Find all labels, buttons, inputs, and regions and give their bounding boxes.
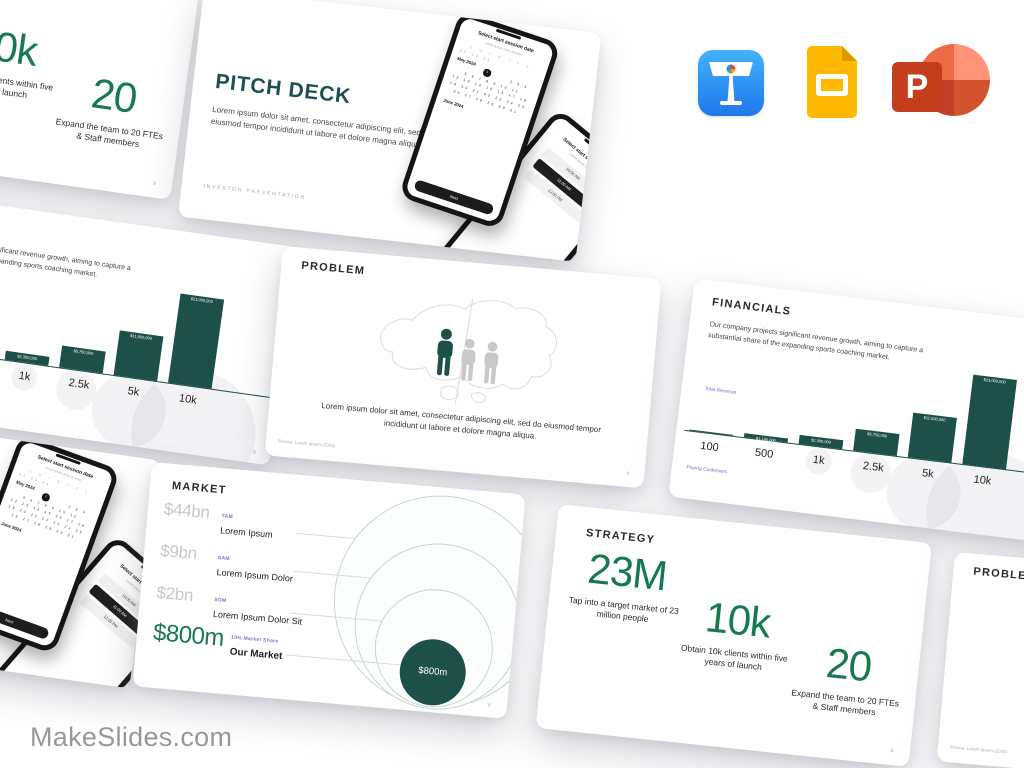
connector-line (296, 532, 355, 539)
stat-caption: Expand the team to 20 FTEs & Staff membe… (790, 687, 900, 718)
person-icon (483, 341, 499, 385)
keynote-pie-shape (725, 62, 737, 75)
keynote-icon[interactable] (698, 50, 764, 116)
market-tag: SAM (217, 555, 231, 563)
bar-value-label: $1,150,000 (755, 435, 777, 443)
market-row-tam: $44bn TAM Lorem Ipsum (162, 499, 275, 539)
market-label: Lorem Ipsum (219, 524, 274, 540)
bar-5k: $11,500,000 (907, 412, 957, 463)
slide-strategy: STRATEGY 23M Tap into a target market of… (535, 504, 932, 767)
bar-10k: $23,000,000 (962, 374, 1017, 470)
source-note: Source: Lorem Ipsum (2024) (949, 744, 1008, 755)
keynote-base-shape (720, 100, 742, 105)
market-value: $9bn (159, 541, 198, 564)
x-axis-label: Paying Customers (686, 464, 728, 476)
market-tag: 10% Market Share (230, 634, 279, 645)
slide-problem: PROBLEM Lorem ipsum dolor sit amet, cons… (264, 246, 662, 489)
category-label: 100 (699, 439, 720, 455)
market-value: $2bn (155, 582, 194, 606)
bar-5k: $11,500,000 (113, 330, 164, 382)
slide-title: MARKET (171, 479, 228, 497)
bar-100: $230,000 (689, 428, 734, 439)
person-icon (461, 338, 476, 382)
powerpoint-icon[interactable]: P (892, 42, 990, 122)
market-row-som: $2bn SOM Lorem Ipsum Dolor Sit (155, 583, 305, 626)
slide-title: PROBLEM (972, 565, 1024, 584)
bar-value-label: $5,750,000 (867, 430, 888, 439)
page-number: 8 (152, 180, 157, 186)
page-number: 8 (890, 748, 894, 754)
next-button: Next (0, 601, 50, 641)
slide-title: FINANCIALS (711, 296, 792, 318)
category-label: 500 (754, 446, 774, 461)
bar-value-label: $5,750,000 (73, 347, 94, 356)
slide-problem-partial: PROBLEM Source: Lorem Ipsum (2024) (936, 552, 1024, 768)
stat-team: 20 Expand the team to 20 FTEs & Staff me… (769, 636, 926, 723)
google-slides-fold-shape (842, 46, 857, 61)
slide-title: STRATEGY (585, 527, 656, 547)
next-button: Next (413, 179, 495, 216)
market-tag: TAM (221, 513, 234, 521)
google-slides-frame-shape (816, 73, 848, 96)
market-tag: SOM (213, 596, 227, 605)
page-number: 4 (487, 702, 491, 708)
slide-strategy-partial: STRATEGY 23M Tap into a target market of… (0, 0, 202, 201)
category-label: 1k (812, 453, 826, 468)
market-row-our-market: $800m 10% Market Share Our Market (152, 619, 285, 662)
slide-cover: PITCH DECK Lorem ipsum dolor sit amet, c… (177, 0, 602, 262)
source-note: Source: Lorem Ipsum (2024) (277, 438, 336, 449)
market-label: Our Market (229, 646, 283, 662)
slide-financials: FINANCIALS Our company projects signific… (668, 278, 1024, 546)
page-number: 6 (252, 449, 257, 455)
bar-value-label: $23,000,000 (983, 376, 1007, 385)
market-value: $44bn (163, 499, 211, 523)
market-value: $800m (151, 618, 225, 652)
market-row-sam: $9bn SAM Lorem Ipsum Dolor (158, 541, 295, 583)
bar-value-label: $11,500,000 (129, 332, 153, 341)
bar-value-label: $2,300,000 (16, 353, 38, 362)
google-slides-icon[interactable] (807, 46, 857, 118)
slide-financials-partial: FINANCIALS Our company projects signific… (0, 192, 301, 466)
revenue-bar-chart: $230,000 $1,150,000 $2,300,000 $5,750,00… (684, 341, 1024, 478)
slide-title: PROBLEM (300, 259, 366, 278)
powerpoint-letter: P (892, 62, 942, 112)
bar-value-label: $23,000,000 (190, 295, 214, 305)
bar-value-label: $11,500,000 (923, 414, 946, 423)
bar-10k: $23,000,000 (168, 293, 225, 389)
cover-title: PITCH DECK (214, 69, 353, 109)
slide-market: MARKET $44bn TAM Lorem Ipsum $9bn SAM Lo… (132, 462, 526, 719)
keynote-stem-shape (727, 76, 735, 102)
person-icon-highlight (436, 328, 453, 376)
site-watermark: MakeSlides.com (30, 722, 233, 752)
page-number: 3 (626, 470, 630, 477)
stat-value: 20 (824, 638, 874, 691)
market-label: Lorem Ipsum Dolor (216, 566, 294, 584)
bar-500: $1,150,000 (743, 432, 789, 443)
market-label: Lorem Ipsum Dolor Sit (212, 608, 303, 627)
stat-team: 20 Expand the team to 20 FTEs & Staff me… (33, 65, 192, 157)
cover-footer: INVESTOR PRESENTATION (203, 183, 307, 201)
